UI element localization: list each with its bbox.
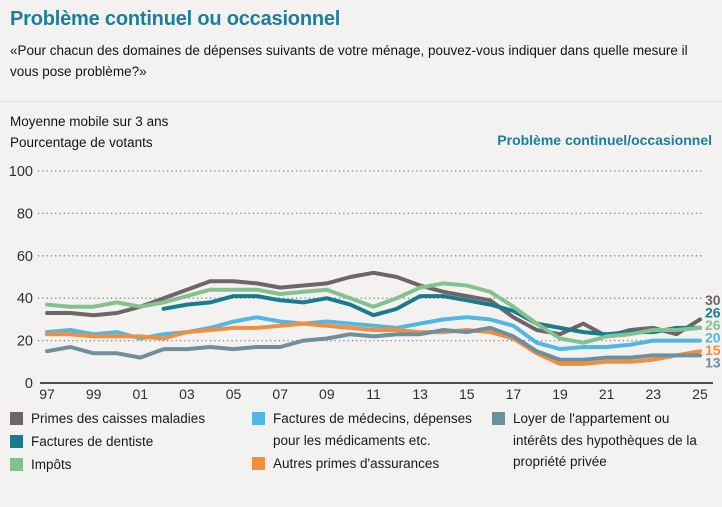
page-title: Problème continuel ou occasionnel	[10, 8, 341, 30]
legend-item-loyer-hypotheques: Loyer de l'appartement ou intérêts des h…	[492, 408, 714, 473]
series-line	[45, 325, 702, 362]
legend-item-impots: Impôts	[10, 454, 240, 476]
y-axis-tick-label: 40	[17, 291, 33, 307]
y-axis-tick-label: 20	[17, 334, 33, 350]
legend-column-1: Primes des caisses maladies Factures de …	[10, 408, 240, 477]
x-axis-tick-label: 01	[132, 386, 148, 402]
series-end-value-label: 15	[705, 342, 721, 358]
x-axis-tick-label: 07	[272, 386, 288, 402]
x-axis-tick-label: 15	[459, 386, 475, 402]
x-axis-tick-label: 19	[552, 386, 568, 402]
x-axis-tick-label: 17	[506, 386, 522, 402]
y-axis-tick-label: 60	[17, 249, 33, 265]
legend-swatch-medecins-icon	[252, 412, 265, 425]
x-axis-tick-label: 13	[412, 386, 428, 402]
legend-item-factures-medecins: Factures de médecins, dépenses pour les …	[252, 408, 477, 451]
axis-description: Moyenne mobile sur 3 ans Pourcentage de …	[10, 111, 168, 153]
x-axis-tick-label: 25	[692, 386, 708, 402]
x-axis-tick-label: 97	[39, 386, 55, 402]
y-axis-unit-label: Pourcentage de votants	[10, 135, 153, 150]
series-line	[45, 315, 702, 352]
x-axis-tick-label: 05	[226, 386, 242, 402]
series-end-value-label: 26	[705, 305, 721, 321]
legend-column-3: Loyer de l'appartement ou intérêts des h…	[492, 408, 714, 474]
legend-label: Loyer de l'appartement ou intérêts des h…	[513, 411, 697, 469]
header-divider	[0, 101, 722, 102]
legend-label: Primes des caisses maladies	[31, 411, 206, 426]
y-axis-tick-label: 80	[17, 206, 33, 222]
series-line	[45, 321, 702, 366]
legend-swatch-assurances-icon	[252, 456, 265, 470]
series-end-value-label: 30	[705, 292, 721, 308]
legend-swatch-dentiste-icon	[10, 435, 23, 448]
legend-label: Factures de dentiste	[31, 434, 154, 449]
series-end-value-label: 20	[705, 330, 721, 346]
legend-item-autres-primes: Autres primes d'assurances	[252, 453, 477, 475]
legend-item-primes-caisses-maladies: Primes des caisses maladies	[10, 408, 240, 430]
legend-swatch-loyer-icon	[492, 412, 505, 425]
series-line	[161, 294, 702, 337]
legend-column-2: Factures de médecins, dépenses pour les …	[252, 408, 477, 476]
legend-item-factures-dentiste: Factures de dentiste	[10, 431, 240, 453]
legend-label: Factures de médecins, dépenses pour les …	[273, 411, 472, 448]
series-group-label: Problème continuel/occasionnel	[497, 132, 712, 148]
legend-label: Impôts	[31, 457, 72, 472]
x-axis-tick-label: 09	[319, 386, 335, 402]
moving-average-note: Moyenne mobile sur 3 ans	[10, 114, 169, 129]
y-axis-tick-label: 0	[25, 376, 33, 392]
x-axis-tick-label: 23	[646, 386, 662, 402]
legend-swatch-primes-icon	[10, 412, 23, 425]
x-axis-tick-label: 21	[599, 386, 615, 402]
x-axis-tick-label: 03	[179, 386, 195, 402]
legend-swatch-impots-icon	[10, 458, 23, 471]
y-axis-tick-label: 100	[9, 164, 33, 180]
series-end-value-label: 13	[705, 355, 721, 371]
x-axis-tick-label: 11	[366, 386, 381, 402]
legend-label: Autres primes d'assurances	[273, 455, 440, 471]
series-end-value-label: 26	[705, 317, 721, 333]
series-line	[45, 270, 702, 339]
series-line	[45, 281, 702, 345]
chart-subtitle-question: «Pour chacun des domaines de dépenses su…	[10, 43, 688, 79]
x-axis-tick-label: 99	[86, 386, 102, 402]
